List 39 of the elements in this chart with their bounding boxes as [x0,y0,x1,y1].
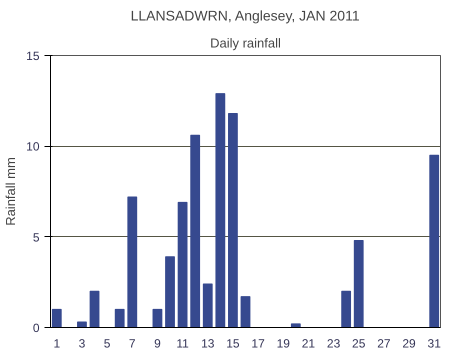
x-tick-label: 13 [201,336,215,350]
x-tick-label: 27 [377,336,391,350]
bar [215,93,226,328]
bar [52,308,62,328]
bar [127,196,138,328]
x-tick-label: 1 [53,336,60,350]
y-tick-label: 0 [32,321,40,335]
bar [114,308,125,328]
bar [429,154,440,328]
bar [77,322,87,328]
x-tick-label: 19 [276,336,290,350]
x-tick-label: 3 [78,336,86,350]
bar [240,296,250,328]
x-tick-label: 7 [128,336,136,350]
bar [354,240,364,328]
x-tick-label: 15 [226,336,240,350]
bar [152,308,162,328]
bar [202,283,213,328]
bar [90,290,100,328]
x-tick-label: 17 [251,336,266,350]
bar [228,113,238,328]
x-tick-label: 11 [176,336,190,350]
y-tick-label: 10 [26,140,40,154]
chart-title: LLANSADWRN, Anglesey, JAN 2011 [130,8,360,24]
bar [165,256,175,328]
x-tick-label: 21 [302,336,316,350]
x-tick-label: 31 [428,336,442,350]
x-tick-label: 23 [326,336,341,350]
y-axis-title: Rainfall mm [3,157,18,226]
y-tick-label: 15 [26,49,40,63]
x-tick-label: 29 [402,336,416,350]
chart-subtitle: Daily rainfall [210,36,282,50]
bar [341,290,352,328]
x-tick-label: 5 [104,336,111,350]
bar [178,202,188,328]
bar [190,134,200,328]
x-tick-label: 9 [154,336,162,350]
x-tick-label: 25 [352,336,366,350]
y-tick-label: 5 [32,230,40,244]
